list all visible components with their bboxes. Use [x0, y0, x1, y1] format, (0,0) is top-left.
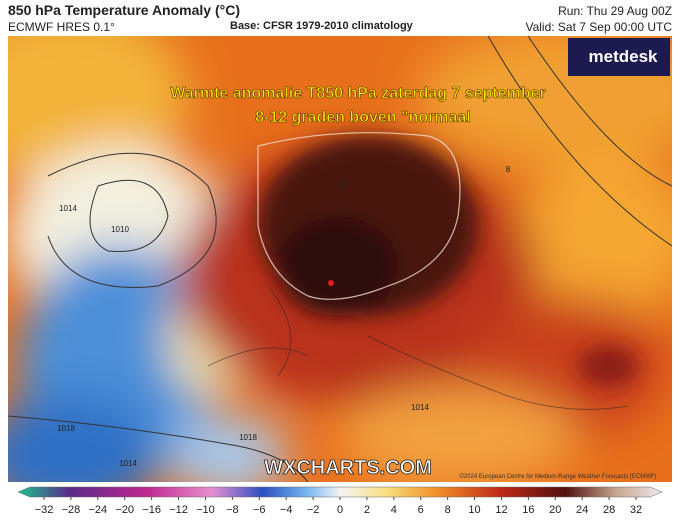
logo: metdesk: [589, 47, 659, 66]
colorbar-tick-label: −16: [142, 504, 161, 516]
title: 850 hPa Temperature Anomaly (°C): [8, 2, 240, 18]
colorbar-tick-label: −28: [62, 504, 81, 516]
colorbar-tick-label: 6: [418, 504, 424, 516]
model: ECMWF HRES 0.1°: [8, 20, 115, 34]
colorbar-tick-label: −20: [115, 504, 134, 516]
annotation-line: Warmte anomalie T850 hPa zaterdag 7 sept…: [170, 85, 546, 102]
colorbar-tick-label: 16: [522, 504, 534, 516]
run: Run: Thu 29 Aug 00Z: [558, 4, 672, 18]
colorbar-tick-label: −10: [196, 504, 215, 516]
watermark: WXCHARTS.COM: [264, 457, 432, 479]
contour-label: 1018: [57, 424, 75, 433]
colorbar-tick-label: 24: [576, 504, 588, 516]
colorbar-tick-label: 12: [495, 504, 507, 516]
colorbar: −32 −28 −24 −20 −16 −12 −10 −8 −6 −4 −2 0 2 4 6 8 10 12 16…: [17, 486, 663, 516]
colorbar-tick-label: 0: [337, 504, 343, 516]
colorbar-tick-label: −6: [253, 504, 266, 516]
colorbar-tick-label: 4: [391, 504, 397, 516]
colorbar-tick-label: −8: [226, 504, 239, 516]
contour-label: 8: [506, 165, 511, 174]
colorbar-tick-label: −32: [35, 504, 54, 516]
contour-label: 1014: [59, 204, 77, 213]
valid: Valid: Sat 7 Sep 00:00 UTC: [525, 20, 672, 34]
colorbar-tick-label: −24: [88, 504, 107, 516]
contour-label: 1014: [411, 403, 429, 412]
colorbar-tick-label: −12: [169, 504, 188, 516]
map: metdesk Warmte anomalie T850 hPa zaterda…: [8, 36, 672, 482]
colorbar-tick-label: −2: [307, 504, 320, 516]
contour-label: 1014: [119, 459, 137, 468]
colorbar-tick-label: 10: [468, 504, 480, 516]
contour-label: 1010: [111, 225, 129, 234]
colorbar-tick-label: 8: [445, 504, 451, 516]
annotation-line: 8-12 graden boven "normaal: [255, 109, 471, 126]
base: Base: CFSR 1979-2010 climatology: [230, 20, 413, 32]
colorbar-tick-label: 20: [549, 504, 561, 516]
contour-label: 12: [338, 179, 347, 188]
copyright: ©2024 European Centre for Medium-Range W…: [459, 473, 656, 480]
colorbar-tick-label: −4: [280, 504, 293, 516]
colorbar-tick-label: 32: [630, 504, 642, 516]
colorbar-tick-label: 28: [603, 504, 615, 516]
contour-label: 1018: [239, 433, 257, 442]
colorbar-tick-label: 2: [364, 504, 370, 516]
